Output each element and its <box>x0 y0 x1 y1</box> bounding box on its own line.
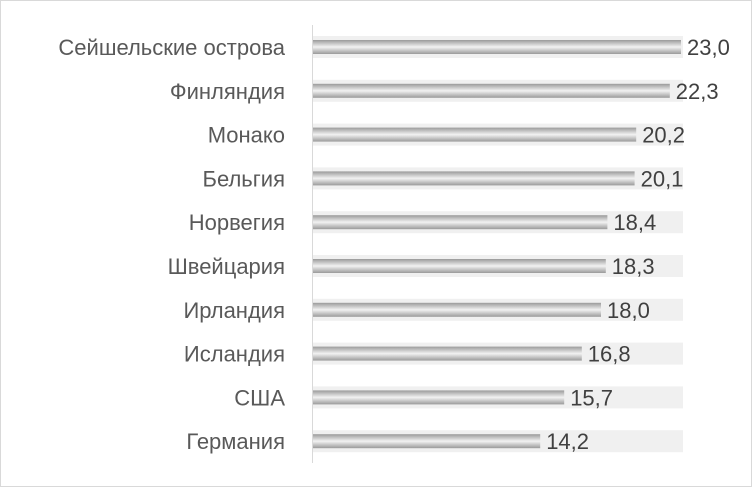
value-label: 18,3 <box>612 254 655 279</box>
category-label: Бельгия <box>203 166 285 191</box>
value-label: 14,2 <box>546 429 589 454</box>
category-label: Ирландия <box>183 298 285 323</box>
bar <box>313 302 601 317</box>
category-label: Германия <box>186 429 285 454</box>
value-label: 18,4 <box>613 210 656 235</box>
bar <box>313 259 606 273</box>
value-label: 18,0 <box>607 298 650 323</box>
bar <box>313 215 608 230</box>
category-label: Сейшельские острова <box>58 35 285 60</box>
value-label: 20,1 <box>641 166 684 191</box>
category-label: Норвегия <box>189 210 285 235</box>
value-label: 22,3 <box>676 79 719 104</box>
category-label: Финляндия <box>170 79 285 104</box>
bar <box>313 40 681 54</box>
bar <box>313 346 582 361</box>
bar <box>313 83 670 98</box>
value-label: 20,2 <box>642 123 685 148</box>
category-label: США <box>234 385 285 410</box>
category-label: Исландия <box>184 342 285 367</box>
bar <box>313 127 637 142</box>
value-label: 15,7 <box>570 385 613 410</box>
bar <box>313 434 541 449</box>
category-label: Швейцария <box>168 254 285 279</box>
category-label: Монако <box>208 123 285 148</box>
value-label: 23,0 <box>687 35 730 60</box>
value-label: 16,8 <box>588 342 631 367</box>
bar <box>313 171 635 186</box>
bar <box>313 390 565 405</box>
